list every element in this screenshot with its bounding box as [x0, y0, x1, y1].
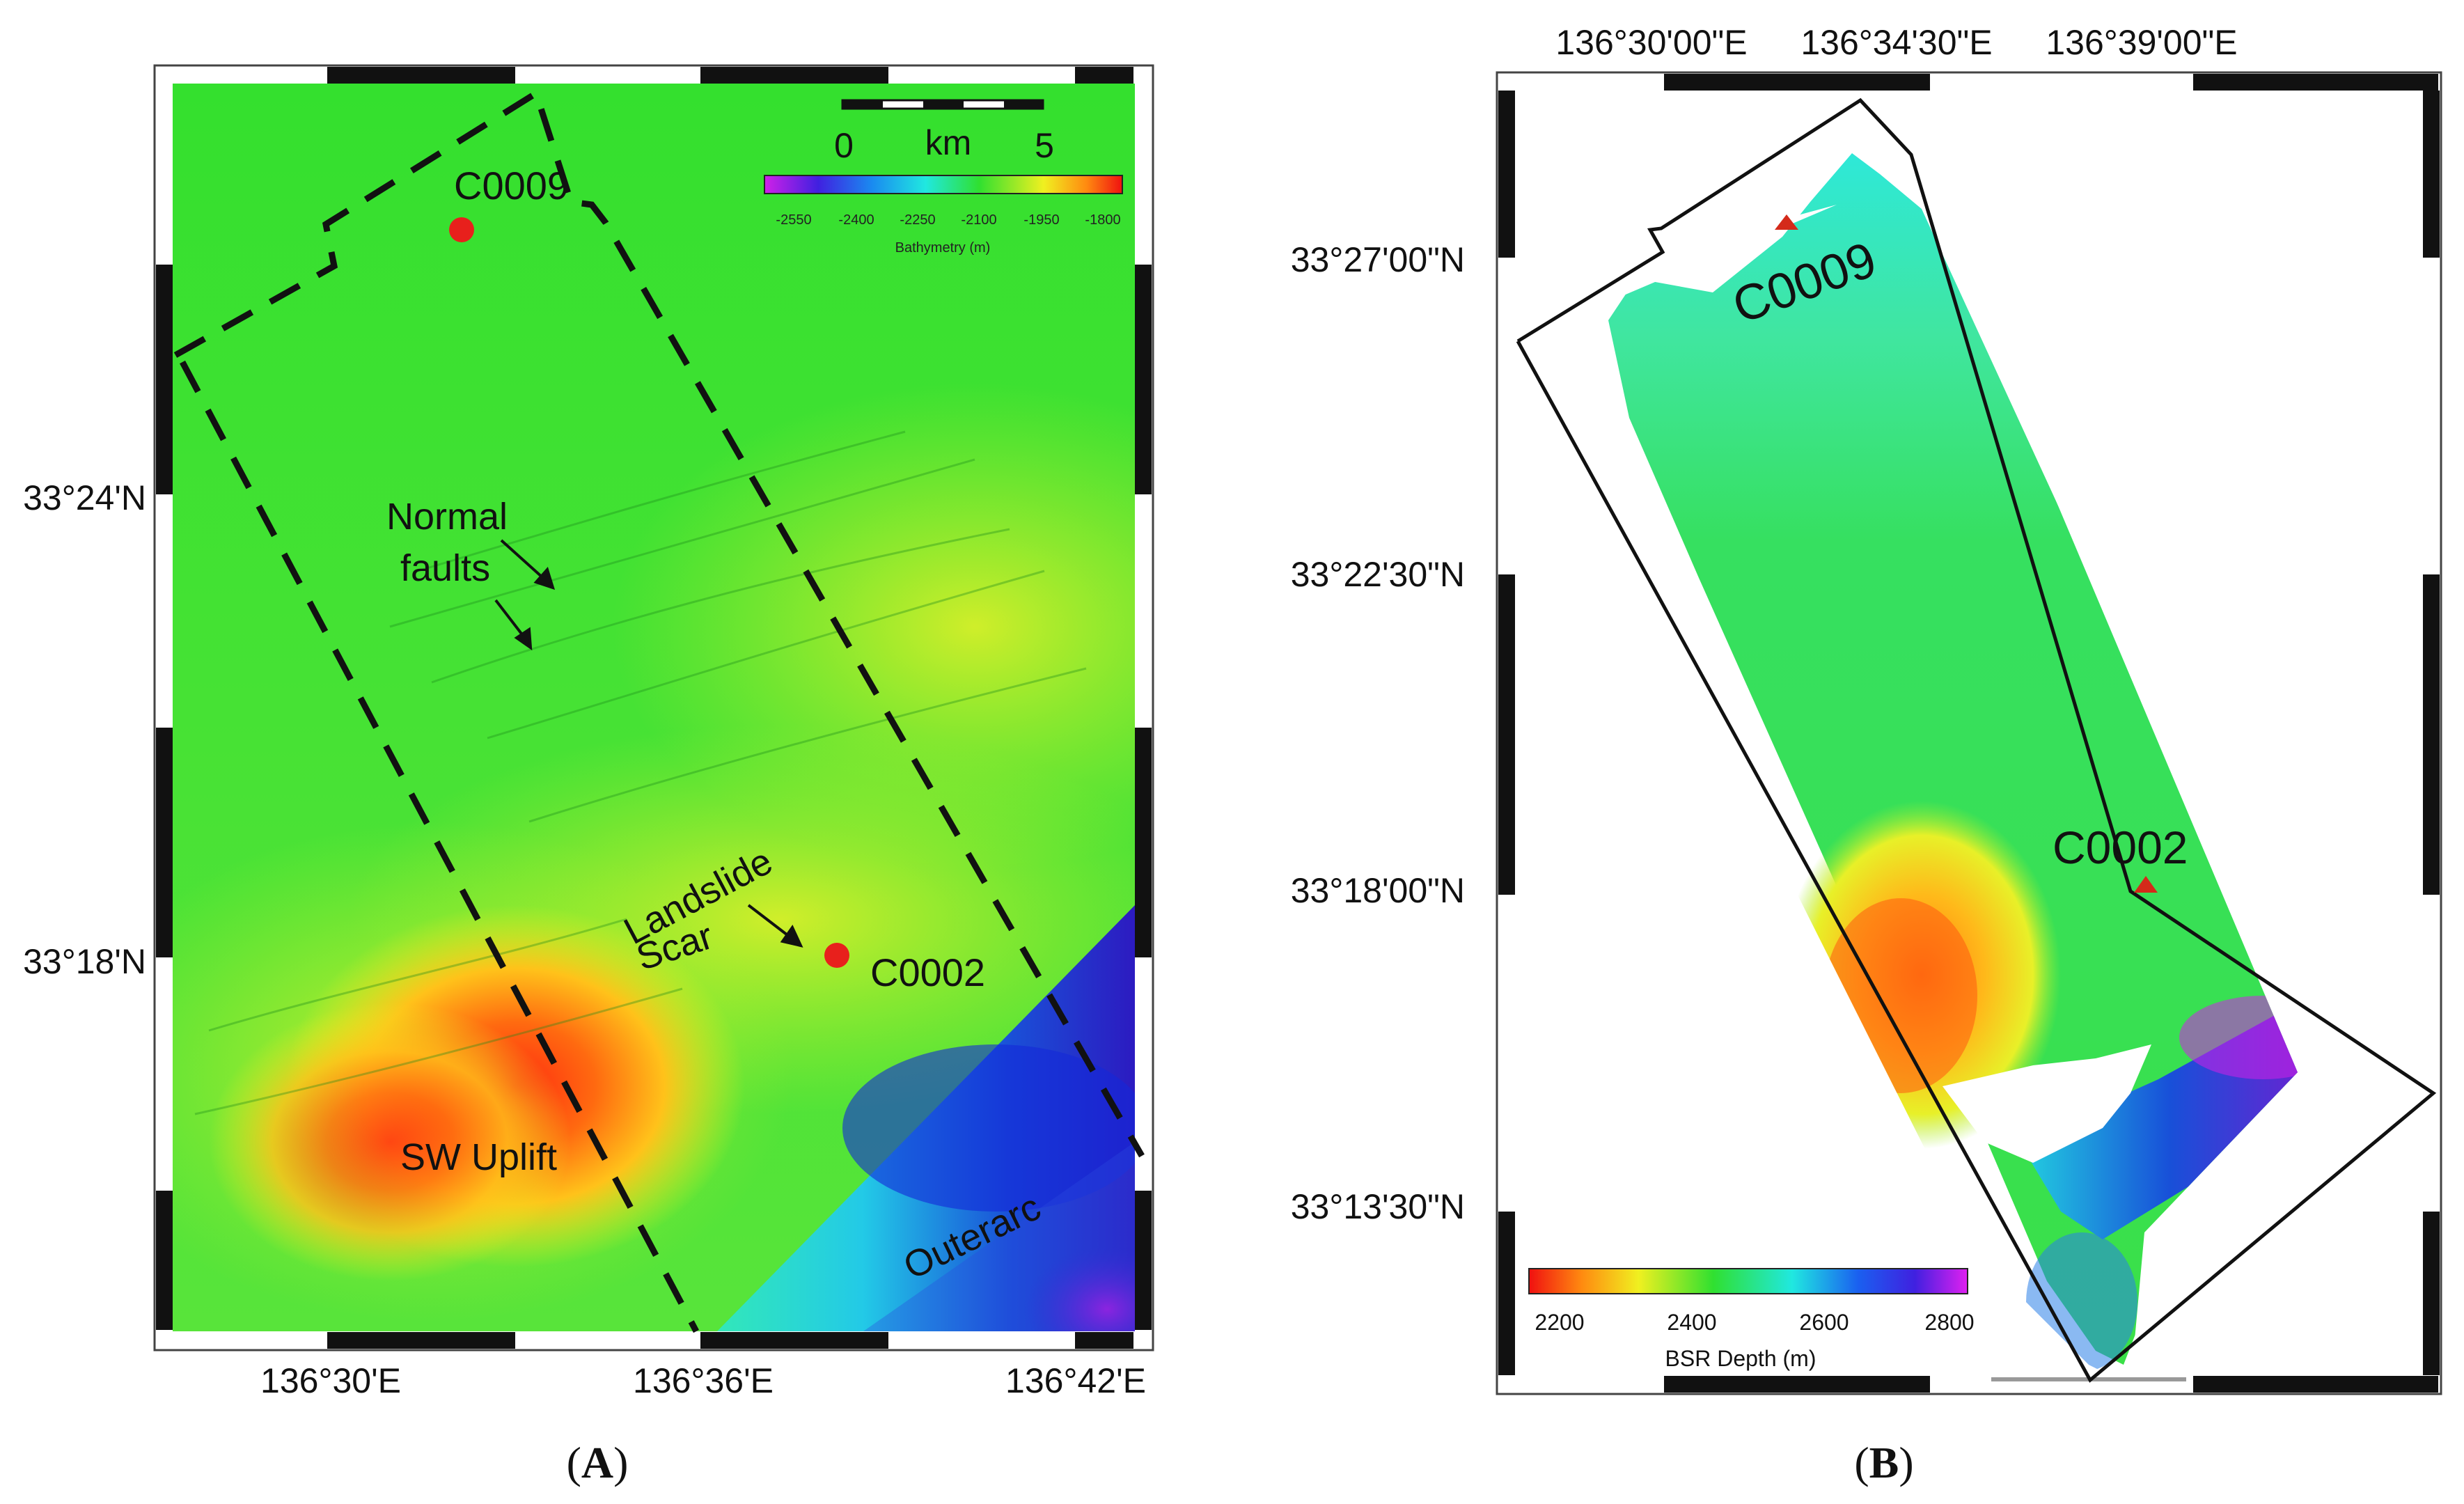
scale-max: 5: [1035, 126, 1054, 165]
panel-a-border-ticks: [156, 67, 1152, 1349]
survey-outline-b: [1516, 97, 2437, 1383]
annotation-normal-faults-1: Normal: [386, 496, 508, 538]
lon-tick-a: 136°42'E: [1005, 1361, 1146, 1400]
colorbar-b-tick: 2800: [1924, 1310, 1974, 1335]
panel-a: 0 km 5 -2550 -2400 -2250 -2100 -1950 -18…: [23, 64, 1154, 1487]
lat-tick-b: 33°22'30"N: [1291, 555, 1465, 594]
landslide-arrow: [747, 904, 803, 948]
lat-tick-a: 33°18'N: [23, 942, 146, 981]
scale-unit: km: [925, 123, 972, 162]
bsr-colorbar: 2200 2400 2600 2800 BSR Depth (m): [1528, 1268, 1975, 1371]
lat-tick-a: 33°24'N: [23, 478, 146, 517]
lon-tick-b: 136°39'00"E: [2046, 23, 2237, 62]
site-marker-c0002-b: [2134, 876, 2158, 893]
panel-b-border-ticks: [1498, 74, 2440, 1393]
panel-label-a: (A): [567, 1438, 629, 1487]
scale-bar: 0 km 5: [834, 99, 1054, 165]
colorbar-a-tick: -1950: [1023, 212, 1059, 228]
panel-b: C0009 C0002 2200 2400 2600 2800 BSR Dept…: [1291, 23, 2442, 1487]
survey-outline-a: [173, 88, 1145, 1158]
colorbar-b-tick: 2200: [1535, 1310, 1584, 1335]
colorbar-a-tick: -2250: [900, 212, 935, 228]
site-label-c0002-b: C0002: [2053, 822, 2188, 873]
site-marker-c0009-b: [1775, 214, 1798, 230]
survey-outline-a-left: [180, 360, 699, 1333]
colorbar-a-tick: -2550: [776, 212, 811, 228]
fault-arrows: [494, 539, 556, 651]
site-marker-c0009-a: [449, 217, 474, 242]
lon-tick-a: 136°30'E: [260, 1361, 401, 1400]
lon-tick-b: 136°34'30"E: [1800, 23, 1992, 62]
lat-tick-b: 33°18'00"N: [1291, 871, 1465, 910]
lat-tick-b: 33°13'30"N: [1291, 1187, 1465, 1226]
lat-tick-b: 33°27'00"N: [1291, 240, 1465, 279]
scale-min: 0: [834, 126, 854, 165]
colorbar-b-label: BSR Depth (m): [1665, 1346, 1816, 1371]
colorbar-a-tick: -2400: [838, 212, 874, 228]
site-label-c0009-a: C0009: [454, 164, 569, 207]
site-marker-c0002-a: [824, 943, 849, 968]
bathymetry-map: [173, 84, 1135, 1331]
lon-tick-a: 136°36'E: [633, 1361, 774, 1400]
colorbar-b-tick: 2600: [1799, 1310, 1849, 1335]
colorbar-a-tick: -2100: [961, 212, 996, 228]
site-label-c0002-a: C0002: [870, 950, 985, 994]
lon-tick-b: 136°30'00"E: [1555, 23, 1747, 62]
panel-label-b: (B): [1854, 1438, 1913, 1487]
colorbar-a-tick: -1800: [1085, 212, 1120, 228]
bathymetry-colorbar: -2550 -2400 -2250 -2100 -1950 -1800 Bath…: [764, 175, 1123, 256]
annotation-sw-uplift: SW Uplift: [400, 1136, 557, 1178]
annotation-normal-faults-2: faults: [400, 547, 490, 589]
colorbar-a-label: Bathymetry (m): [895, 240, 991, 256]
colorbar-b-tick: 2400: [1667, 1310, 1716, 1335]
